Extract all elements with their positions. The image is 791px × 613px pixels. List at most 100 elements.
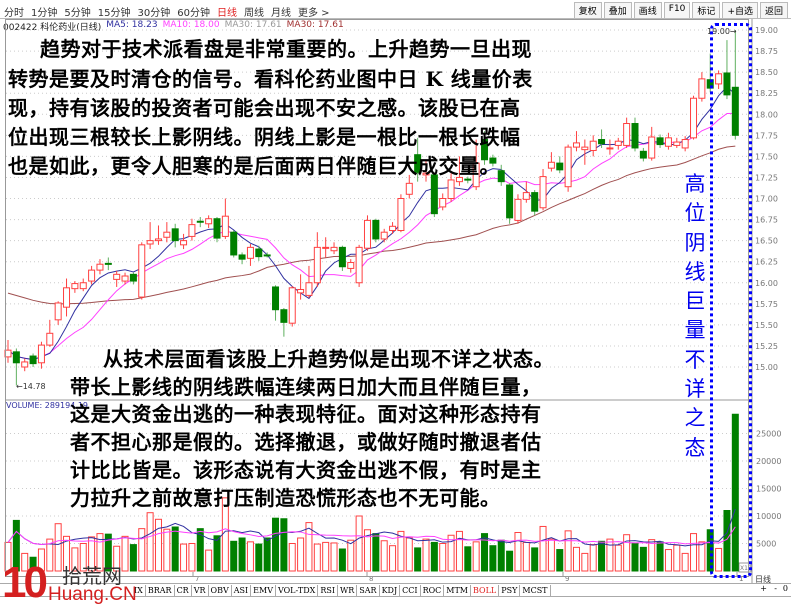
volume-bar	[71, 547, 79, 572]
indicator-tab[interactable]: BOLL	[471, 585, 500, 596]
candle-body	[213, 218, 221, 239]
candle-body	[606, 147, 614, 150]
period-tab[interactable]: 更多 >	[297, 8, 330, 19]
period-tab[interactable]: 60分钟	[177, 8, 210, 19]
period-tab[interactable]: 分时	[4, 8, 24, 19]
candle-body	[405, 182, 413, 195]
period-label: 日线	[755, 574, 771, 584]
volume-bar	[606, 538, 614, 572]
indicator-tab[interactable]: EMV	[251, 585, 276, 596]
candle-body	[4, 349, 12, 358]
volume-tick: 20000	[756, 457, 781, 466]
toolbar-button[interactable]: 标记	[692, 2, 721, 19]
volume-bar	[547, 538, 555, 572]
candle-body	[63, 287, 71, 308]
annotation-line: 也是如此，更令人胆寒的是后面两日伴随巨大成交量。	[8, 154, 500, 178]
volume-bar	[246, 541, 254, 572]
volume-bar	[598, 540, 606, 572]
zoom-out-button[interactable]: -	[774, 584, 777, 593]
indicator-tab[interactable]: MCST	[520, 585, 551, 596]
candle-body	[698, 78, 706, 99]
indicator-tab[interactable]: IX	[132, 585, 146, 596]
candle-body	[447, 179, 455, 199]
period-tab[interactable]: 月线	[270, 8, 291, 19]
period-tab[interactable]: 1分钟	[31, 8, 58, 19]
date-label: 1	[739, 575, 743, 583]
candle-body	[221, 215, 229, 237]
indicator-tab[interactable]: CCI	[400, 585, 421, 596]
candle-body	[372, 219, 380, 240]
indicator-tab[interactable]: RSI	[318, 585, 339, 596]
candle-body	[305, 282, 313, 296]
indicator-tab[interactable]: KDJ	[380, 585, 401, 596]
candle-body	[389, 225, 397, 232]
indicator-tab[interactable]: VR	[192, 585, 209, 596]
candle-body	[297, 288, 305, 294]
candle-body	[715, 73, 723, 85]
indicator-tab[interactable]: VOL-TDX	[276, 585, 319, 596]
candle-body	[71, 283, 79, 290]
annotation-line: 计比比皆是。该形态说有大资金出逃不假，有时是主	[70, 458, 542, 482]
volume-bar	[639, 546, 647, 572]
volume-bar	[447, 534, 455, 572]
reset-button[interactable]: 0	[782, 584, 788, 593]
candle-body	[313, 246, 321, 284]
toolbar-button[interactable]: 画线	[633, 2, 662, 19]
toolbar: 分时 1分钟 5分钟 15分钟 30分钟 60分钟 日线 周线 月线 更多 > 复权 叠加 画线 F10…	[0, 0, 791, 19]
toolbar-button[interactable]: 叠加	[603, 2, 632, 19]
candle-body	[88, 269, 96, 282]
volume-bar	[698, 541, 706, 572]
indicator-tab[interactable]: BRAR	[146, 585, 175, 596]
ma-legend: 002422 科伦药业(日线) MA5: 18.23 MA10: 18.00 M…	[3, 20, 344, 33]
period-tab[interactable]: 30分钟	[137, 8, 171, 19]
volume-bar	[96, 533, 104, 572]
candle-body	[556, 162, 564, 171]
candle-body	[238, 254, 246, 260]
indicator-tab[interactable]: OBV	[209, 585, 232, 596]
period-tab[interactable]: 15分钟	[97, 8, 131, 19]
indicator-tab[interactable]: WR	[338, 585, 358, 596]
volume-bar	[581, 552, 589, 572]
candle-body	[422, 172, 430, 176]
indicator-tab[interactable]: ASI	[232, 585, 252, 596]
volume-bar	[531, 547, 539, 572]
candle-body	[79, 282, 87, 290]
volume-bar	[63, 535, 71, 572]
zoom-in-button[interactable]: +	[760, 584, 767, 593]
candle-body	[272, 286, 280, 311]
period-tab[interactable]: 5分钟	[64, 8, 91, 19]
volume-bar	[589, 544, 597, 572]
candle-body	[46, 332, 54, 346]
volume-tick: 25000	[756, 430, 781, 439]
volume-bar	[113, 545, 121, 572]
candle-body	[138, 244, 146, 298]
volume-bar	[481, 533, 489, 572]
volume-bar	[238, 537, 246, 572]
ma30-value-b: MA30: 17.61	[286, 20, 344, 30]
indicator-tab[interactable]: MTM	[444, 585, 471, 596]
toolbar-button[interactable]: 复权	[573, 2, 602, 19]
candle-body	[288, 287, 296, 324]
volume-bar	[514, 532, 522, 572]
period-tab[interactable]: 周线	[243, 8, 264, 19]
candle-body	[430, 174, 438, 215]
price-tick: 16.50	[755, 237, 778, 246]
price-tick: 17.00	[755, 195, 778, 204]
period-tab[interactable]: 日线	[216, 8, 237, 19]
indicator-tab[interactable]: PSY	[499, 585, 521, 596]
volume-bar	[439, 543, 447, 572]
volume-ma-line	[7, 526, 736, 545]
volume-bar	[280, 518, 288, 572]
volume-label: VOLUME: 289194.19	[6, 401, 88, 410]
toolbar-button[interactable]: F10	[663, 2, 691, 19]
indicator-tab[interactable]: SAR	[357, 585, 380, 596]
toolbar-button[interactable]: 返回	[759, 2, 788, 19]
toolbar-button[interactable]: +自选	[722, 2, 758, 19]
volume-bar	[656, 541, 664, 572]
indicator-tab[interactable]: ROC	[421, 585, 445, 596]
candle-body	[464, 178, 472, 181]
candle-body	[664, 137, 672, 147]
indicator-tab[interactable]: CR	[175, 585, 192, 596]
candle-body	[338, 246, 346, 268]
